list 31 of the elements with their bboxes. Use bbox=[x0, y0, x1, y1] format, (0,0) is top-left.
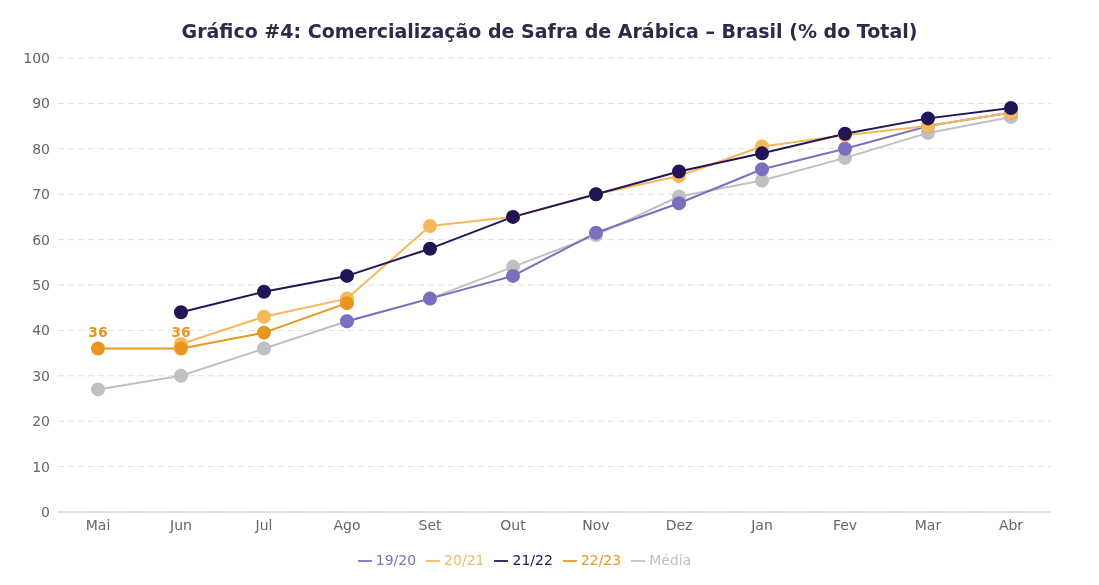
data-label: 36 bbox=[88, 323, 108, 340]
legend-label: Média bbox=[649, 552, 692, 568]
y-tick-label: 10 bbox=[32, 458, 50, 475]
x-tick-label: Mar bbox=[914, 516, 942, 533]
x-tick-label: Jul bbox=[254, 516, 273, 533]
data-label: 36 bbox=[171, 323, 191, 340]
y-tick-label: 20 bbox=[32, 413, 50, 430]
y-tick-label: 0 bbox=[41, 503, 50, 520]
x-tick-label: Abr bbox=[998, 516, 1024, 533]
legend-label: 21/22 bbox=[512, 552, 553, 568]
y-tick-label: 50 bbox=[32, 276, 50, 293]
legend-label: 19/20 bbox=[375, 552, 417, 568]
y-tick-label: 100 bbox=[23, 49, 50, 66]
x-tick-label: Dez bbox=[665, 516, 693, 533]
legend-label: 22/23 bbox=[580, 552, 622, 568]
y-tick-label: 90 bbox=[32, 95, 50, 112]
x-tick-label: Jun bbox=[169, 516, 192, 533]
legend-label: 20/21 bbox=[444, 552, 485, 568]
y-tick-label: 30 bbox=[32, 367, 50, 384]
x-tick-label: Set bbox=[418, 516, 442, 533]
x-tick-label: Mai bbox=[85, 516, 111, 533]
y-tick-label: 70 bbox=[32, 186, 50, 203]
x-tick-label: Ago bbox=[333, 516, 361, 533]
y-tick-label: 60 bbox=[32, 231, 50, 248]
x-tick-label: Fev bbox=[832, 516, 858, 533]
chart-title: Gráfico #4: Comercialização de Safra de Arábica – Brasil (% do Total) bbox=[180, 19, 919, 44]
y-tick-label: 40 bbox=[32, 322, 50, 339]
y-tick-label: 80 bbox=[32, 140, 50, 157]
x-tick-label: Out bbox=[500, 516, 527, 533]
x-tick-label: Nov bbox=[582, 516, 610, 533]
x-tick-label: Jan bbox=[750, 516, 773, 533]
